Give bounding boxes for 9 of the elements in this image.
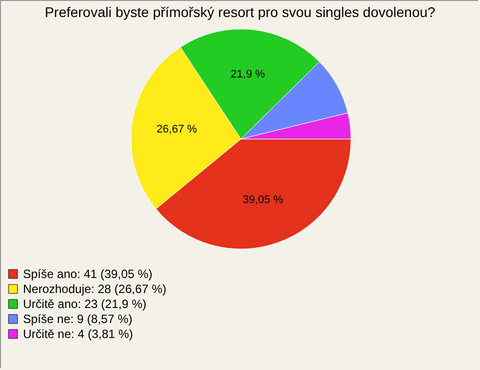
data-label: 21,9 % [230, 68, 266, 80]
legend-label: Určitě ne: 4 (3,81 %) [23, 327, 134, 341]
data-label: 26,67 % [156, 123, 198, 136]
chart-title: Preferovali byste přímořský resort pro svou singles dovolenou? [44, 4, 436, 20]
legend-label: Spíše ano: 41 (39,05 %) [23, 267, 152, 281]
legend-label: Spíše ne: 9 (8,57 %) [23, 312, 132, 326]
legend-label: Nerozhoduje: 28 (26,67 %) [23, 282, 166, 296]
data-label: 39,05 % [242, 194, 284, 206]
legend-label: Určitě ano: 23 (21,9 %) [23, 297, 146, 311]
